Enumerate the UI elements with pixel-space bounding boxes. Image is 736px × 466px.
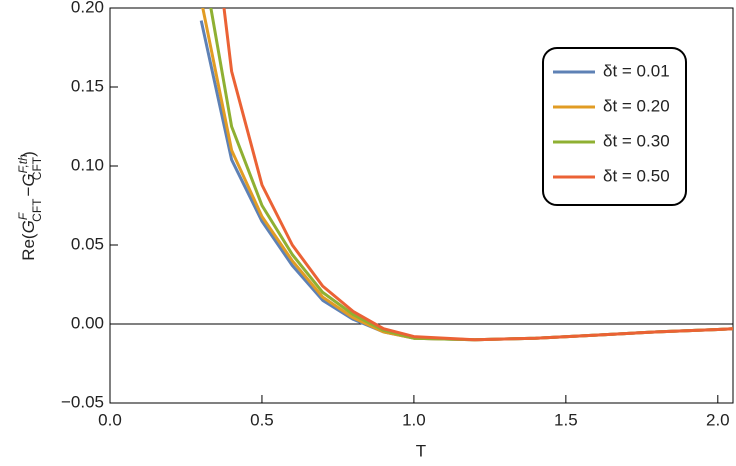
y-label-part: − xyxy=(19,186,38,196)
legend-box xyxy=(542,47,687,206)
y-label-part: F xyxy=(16,212,30,220)
y-tick-label: −0.05 xyxy=(61,392,104,411)
legend-label: δt = 0.01 xyxy=(603,61,670,80)
y-label-part: G xyxy=(19,220,38,233)
plot-area xyxy=(199,8,733,342)
y-label-part: ) xyxy=(19,151,38,157)
y-label-part: CFT xyxy=(30,156,44,180)
plot-frame xyxy=(109,7,734,404)
legend-label: δt = 0.30 xyxy=(603,131,670,150)
series-line xyxy=(222,8,733,342)
y-axis-label: Re(GFCFT−GF,thCFT) xyxy=(16,151,44,261)
y-label-part: F,th xyxy=(16,154,30,173)
y-label-part: G xyxy=(19,173,38,186)
y-tick-label: 0.05 xyxy=(71,234,104,253)
x-tick-label: 0.0 xyxy=(98,410,122,429)
legend-label: δt = 0.50 xyxy=(603,166,670,185)
y-tick-label: 0.15 xyxy=(71,76,104,95)
x-tick-label: 1.0 xyxy=(402,410,426,429)
x-tick-label: 0.5 xyxy=(250,410,274,429)
y-label-part: CFT xyxy=(30,198,44,222)
y-tick-label: 0.10 xyxy=(71,155,104,174)
x-tick-label: 2.0 xyxy=(706,410,730,429)
x-axis-label: T xyxy=(416,441,426,460)
y-tick-label: 0.20 xyxy=(71,0,104,16)
legend-label: δt = 0.20 xyxy=(603,96,670,115)
y-tick-label: 0.00 xyxy=(71,313,104,332)
x-tick-label: 1.5 xyxy=(554,410,578,429)
y-label-part: Re( xyxy=(19,233,38,261)
